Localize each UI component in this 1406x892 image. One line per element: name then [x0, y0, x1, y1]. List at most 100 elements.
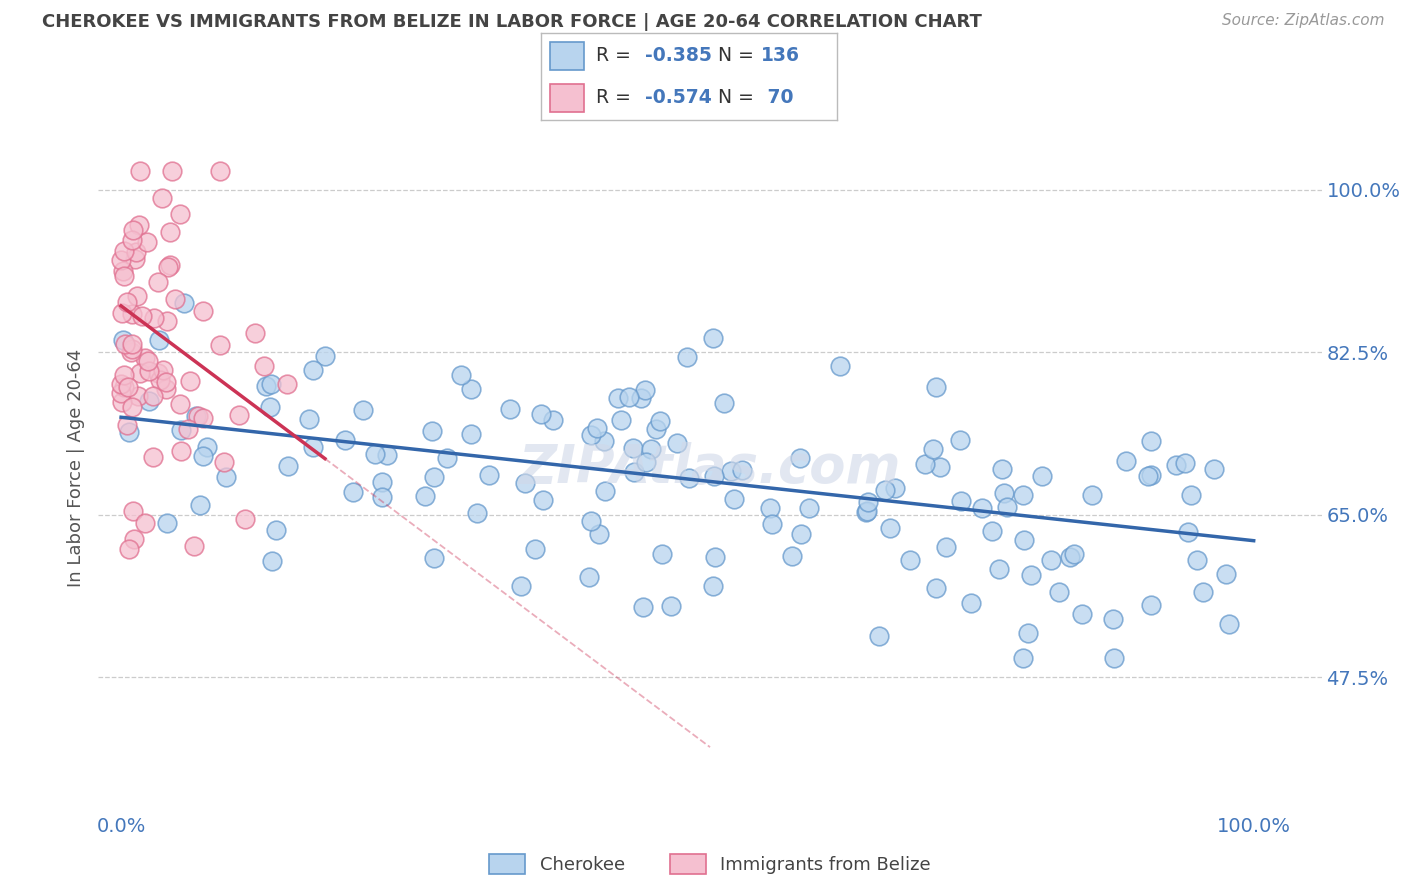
Point [579, 428, 602, 442]
Point [991, 462, 1014, 476]
Point [578, 569, 600, 583]
Point [1102, 650, 1125, 665]
Point [121, 342, 143, 356]
Y-axis label: In Labor Force | Age 20-64: In Labor Force | Age 20-64 [66, 349, 84, 588]
Point [342, 485, 364, 500]
Point [1012, 488, 1035, 502]
Text: CHEROKEE VS IMMIGRANTS FROM BELIZE IN LABOR FORCE | AGE 20-64 CORRELATION CHART: CHEROKEE VS IMMIGRANTS FROM BELIZE IN LA… [42, 13, 981, 31]
Point [125, 289, 148, 303]
Point [1059, 549, 1081, 564]
Point [214, 470, 236, 484]
Point [1047, 585, 1070, 599]
Point [302, 363, 325, 377]
Point [856, 495, 879, 509]
Point [593, 434, 616, 449]
Point [184, 409, 207, 424]
Point [1063, 548, 1085, 562]
Point [1140, 434, 1163, 448]
Point [924, 581, 946, 595]
Point [995, 500, 1018, 514]
Point [148, 333, 170, 347]
Point [1202, 462, 1225, 476]
Point [112, 380, 135, 394]
Point [914, 457, 936, 471]
Point [1017, 626, 1039, 640]
Point [799, 501, 821, 516]
Text: -0.385: -0.385 [645, 46, 711, 65]
Point [121, 504, 143, 518]
Point [922, 442, 945, 457]
Bar [550, 84, 583, 112]
Point [1218, 616, 1240, 631]
Text: ZIPAtlas.com: ZIPAtlas.com [519, 442, 901, 494]
Point [588, 527, 610, 541]
Point [541, 413, 564, 427]
Point [111, 306, 134, 320]
Point [121, 336, 143, 351]
Point [159, 258, 181, 272]
Point [855, 505, 877, 519]
Point [606, 391, 628, 405]
Point [929, 460, 952, 475]
Point [925, 380, 948, 394]
Point [197, 440, 219, 454]
Point [371, 475, 394, 489]
Point [121, 401, 143, 415]
Point [121, 233, 143, 247]
Point [110, 252, 132, 267]
Point [146, 275, 169, 289]
Point [1102, 612, 1125, 626]
Point [127, 389, 149, 403]
Point [142, 450, 165, 465]
Point [477, 468, 499, 483]
Point [1192, 585, 1215, 599]
Point [148, 366, 170, 380]
Point [1185, 553, 1208, 567]
Point [143, 310, 166, 325]
Point [117, 380, 139, 394]
Point [209, 337, 232, 351]
Text: R =: R = [596, 46, 637, 65]
Point [676, 351, 699, 365]
Point [112, 268, 135, 283]
Point [128, 218, 150, 232]
Point [371, 490, 394, 504]
Point [122, 532, 145, 546]
Point [1021, 568, 1043, 582]
Point [142, 389, 165, 403]
Point [1215, 567, 1237, 582]
Point [233, 512, 256, 526]
Point [314, 349, 336, 363]
Point [1031, 469, 1053, 483]
Point [1040, 553, 1063, 567]
Point [723, 492, 745, 507]
Point [529, 408, 551, 422]
Point [112, 244, 135, 258]
Point [879, 521, 901, 535]
Point [377, 449, 399, 463]
Point [156, 314, 179, 328]
Point [333, 434, 356, 448]
Point [950, 493, 973, 508]
Point [136, 353, 159, 368]
Point [515, 476, 537, 491]
Point [720, 464, 742, 478]
Point [987, 562, 1010, 576]
Point [120, 344, 142, 359]
Point [1012, 533, 1035, 547]
Point [1174, 456, 1197, 470]
Point [731, 463, 754, 477]
Point [131, 309, 153, 323]
Point [183, 539, 205, 553]
Point [1140, 468, 1163, 483]
Text: R =: R = [596, 88, 637, 107]
Text: 70: 70 [761, 88, 794, 107]
Point [761, 517, 783, 532]
Point [111, 394, 134, 409]
Point [170, 423, 193, 437]
Point [228, 409, 250, 423]
Point [420, 425, 443, 439]
Text: 136: 136 [761, 46, 800, 65]
Point [423, 469, 446, 483]
Point [617, 390, 640, 404]
